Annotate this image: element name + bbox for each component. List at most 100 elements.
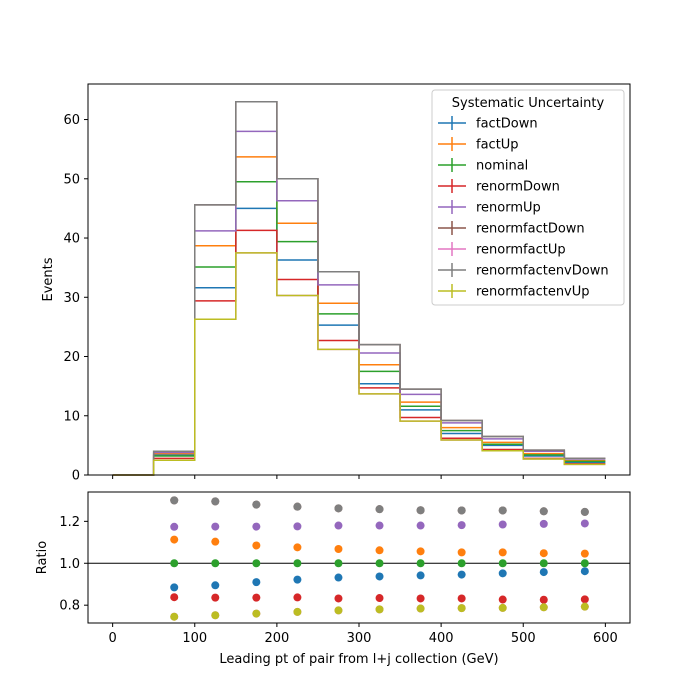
ratio-point (293, 559, 302, 568)
histogram-y-tick-label: 30 (63, 291, 80, 306)
ratio-series-renormDown (170, 593, 589, 604)
ratio-point (252, 541, 261, 550)
ratio-point (498, 603, 507, 612)
ratio-point (170, 522, 179, 531)
legend-label: renormfactenvDown (476, 264, 609, 279)
legend-label: nominal (476, 159, 528, 174)
ratio-point (375, 594, 384, 603)
ratio-point (580, 549, 589, 558)
ratio-point (293, 607, 302, 616)
ratio-point (334, 606, 343, 615)
ratio-point (211, 611, 220, 620)
ratio-point (498, 520, 507, 529)
histogram-y-tick-label: 60 (63, 113, 80, 128)
histogram-series-renormfactenvDown (112, 101, 606, 476)
legend-item-factUp: factUp (438, 137, 519, 153)
ratio-point (457, 604, 466, 613)
ratio-point (416, 594, 425, 603)
ratio-y-axis-label: Ratio (35, 541, 50, 574)
ratio-point (416, 559, 425, 568)
legend-label: renormfactenvUp (476, 285, 590, 300)
ratio-point (539, 568, 548, 577)
ratio-point (211, 581, 220, 590)
ratio-x-axis-label: Leading pt of pair from l+j collection (… (219, 652, 498, 667)
ratio-point (498, 559, 507, 568)
ratio-point (498, 548, 507, 557)
ratio-points (170, 496, 589, 621)
ratio-point (375, 521, 384, 530)
histogram-y-tick-label: 10 (63, 409, 80, 424)
ratio-point (416, 571, 425, 580)
ratio-point (170, 535, 179, 544)
ratio-point (457, 594, 466, 603)
ratio-x-tick-label: 200 (264, 631, 289, 646)
histogram-y-tick-label: 50 (63, 172, 80, 187)
ratio-point (580, 519, 589, 528)
ratio-y-tick-label: 1.2 (59, 515, 80, 530)
ratio-series-renormUp (170, 519, 589, 531)
ratio-point (252, 609, 261, 618)
histogram-y-tick-label: 40 (63, 232, 80, 247)
ratio-point (580, 595, 589, 604)
ratio-point (252, 522, 261, 531)
histogram-panel: 0 10 20 30 40 50 60 Events Systematic Uncertai… (41, 83, 631, 484)
ratio-point (457, 521, 466, 530)
ratio-point (211, 559, 220, 568)
ratio-point (539, 519, 548, 528)
ratio-series-factUp (170, 535, 589, 558)
histogram-y-tick-label: 0 (72, 469, 80, 484)
ratio-point (293, 593, 302, 602)
ratio-point (293, 575, 302, 584)
ratio-x-tick-label: 500 (511, 631, 536, 646)
legend-label: factUp (476, 138, 519, 153)
ratio-point (334, 545, 343, 554)
ratio-point (252, 578, 261, 587)
ratio-point (375, 572, 384, 581)
ratio-y-tick-label: 0.8 (59, 599, 80, 614)
ratio-x-tick-label: 400 (429, 631, 454, 646)
histogram-series-renormfactenvUp (112, 252, 606, 476)
ratio-point (416, 521, 425, 530)
legend-item-renormfactDown: renormfactDown (438, 221, 585, 237)
ratio-point (293, 502, 302, 511)
ratio-point (457, 570, 466, 579)
ratio-point (252, 500, 261, 509)
ratio-series-nominal (170, 559, 589, 568)
ratio-point (170, 583, 179, 592)
ratio-point (211, 537, 220, 546)
legend-items: factDown factUp nominal renormDown renormUp r… (438, 116, 609, 300)
ratio-point (252, 559, 261, 568)
legend-item-renormUp: renormUp (438, 200, 541, 216)
ratio-point (170, 496, 179, 505)
ratio-point (293, 543, 302, 552)
ratio-point (416, 547, 425, 556)
ratio-point (580, 602, 589, 611)
ratio-point (498, 595, 507, 604)
ratio-x-tick-label: 300 (347, 631, 372, 646)
ratio-point (170, 593, 179, 602)
legend-label: factDown (476, 117, 538, 132)
ratio-point (375, 605, 384, 614)
legend-title: Systematic Uncertainty (452, 96, 605, 111)
ratio-panel: 0.8 1.0 1.2 0 100 200 300 400 500 600 Ratio Lead… (35, 491, 631, 667)
ratio-point (539, 595, 548, 604)
ratio-point (457, 506, 466, 515)
ratio-point (334, 594, 343, 603)
histogram-x-ticks (112, 475, 606, 479)
ratio-point (170, 559, 179, 568)
ratio-point (539, 549, 548, 558)
legend-label: renormDown (476, 180, 560, 195)
legend-item-nominal: nominal (438, 158, 528, 174)
legend-item-renormfactenvDown: renormfactenvDown (438, 263, 609, 279)
ratio-series-renormfactenvDown (170, 496, 589, 516)
ratio-point (457, 548, 466, 557)
ratio-x-tick-label: 600 (593, 631, 618, 646)
legend-box (431, 89, 625, 306)
ratio-point (416, 604, 425, 613)
legend-item-renormDown: renormDown (438, 179, 560, 195)
ratio-point (211, 522, 220, 531)
ratio-x-tick-label: 100 (182, 631, 207, 646)
ratio-point (580, 507, 589, 516)
ratio-series-factDown (170, 567, 589, 592)
